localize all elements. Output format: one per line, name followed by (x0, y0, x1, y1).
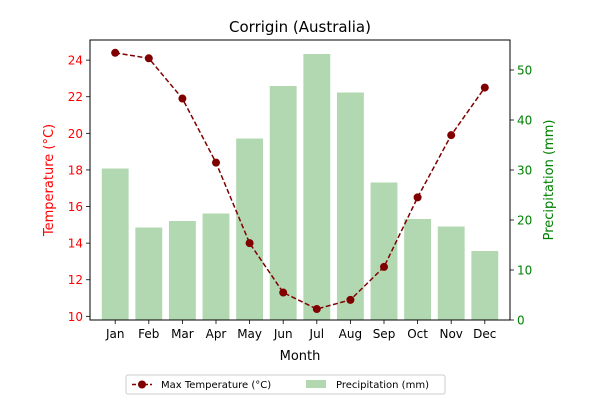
temperature-point-feb (144, 54, 153, 63)
y-right-tick-label-10: 10 (517, 264, 532, 278)
x-axis: Jan Feb Mar Apr May Jun Jul Aug Sep Oct Nov Dec (105, 320, 496, 341)
legend-frame (125, 374, 446, 395)
precipitation-bar-dec (471, 251, 499, 320)
x-tick-label-dec: Dec (473, 327, 496, 341)
y-right-tick-label-50: 50 (517, 64, 532, 78)
precipitation-bar-oct (404, 219, 432, 320)
x-tick-label-apr: Apr (206, 327, 227, 341)
y-left-tick-label-14: 14 (68, 237, 83, 251)
x-tick-label-may: May (237, 327, 262, 341)
y-left-tick-label-16: 16 (68, 200, 83, 214)
temperature-point-jan (111, 48, 120, 57)
temperature-point-jun (279, 288, 288, 297)
temperature-series-line (115, 52, 486, 310)
temperature-point-oct (413, 193, 422, 202)
y-axis-label-right: Precipitation (mm) (542, 120, 557, 241)
temperature-point-apr (212, 158, 220, 167)
x-tick-label-jun: Jun (273, 327, 293, 341)
legend-label-precipitation: Precipitation (mm) (336, 380, 429, 391)
x-tick-label-sep: Sep (373, 327, 396, 341)
precipitation-bar-sep (370, 182, 398, 320)
plot-frame (89, 39, 511, 321)
legend: Max Temperature (°C) Precipitation (mm) (125, 374, 446, 395)
precipitation-bar-apr (202, 213, 230, 320)
legend-bar-swatch (306, 380, 326, 388)
temperature-point-jul (312, 305, 321, 314)
temperature-line (111, 48, 489, 314)
x-tick-label-jan: Jan (105, 327, 125, 341)
x-tick-label-mar: Mar (171, 327, 194, 341)
x-tick-label-nov: Nov (439, 327, 462, 341)
x-tick-label-aug: Aug (339, 327, 362, 341)
precipitation-bar-feb (135, 227, 163, 320)
temperature-point-nov (447, 131, 456, 140)
y-left-tick-label-20: 20 (68, 127, 83, 141)
temperature-point-dec (480, 83, 489, 92)
temperature-point-mar (178, 94, 187, 103)
y-axis-right: 0 10 20 30 40 50 (510, 64, 532, 328)
y-right-tick-label-30: 30 (517, 164, 532, 178)
precipitation-bar-aug (336, 92, 364, 320)
precipitation-bar-mar (168, 221, 196, 320)
x-tick-label-jul: Jul (309, 327, 324, 341)
y-right-tick-label-40: 40 (517, 114, 532, 128)
precipitation-bar-jan (101, 168, 129, 320)
y-axis-left: 10 12 14 16 18 20 22 24 (68, 54, 90, 324)
y-axis-label-left: Temperature (°C) (42, 124, 57, 237)
y-left-tick-label-18: 18 (68, 163, 83, 177)
x-tick-label-oct: Oct (407, 327, 428, 341)
precipitation-bar-may (236, 138, 264, 320)
y-left-tick-label-12: 12 (68, 273, 83, 287)
x-tick-label-feb: Feb (138, 327, 159, 341)
chart-title: Corrigin (Australia) (229, 18, 371, 36)
legend-line-marker (138, 380, 146, 389)
precipitation-bar-jul (303, 54, 331, 320)
temperature-point-aug (346, 295, 355, 304)
y-right-tick-label-20: 20 (517, 214, 532, 228)
y-left-tick-label-24: 24 (68, 54, 83, 68)
y-left-tick-label-10: 10 (68, 310, 83, 324)
temperature-point-sep (380, 262, 388, 271)
precipitation-bars (101, 54, 499, 320)
x-axis-label: Month (280, 349, 321, 364)
legend-label-temperature: Max Temperature (°C) (161, 380, 271, 391)
y-left-tick-label-22: 22 (68, 90, 83, 104)
y-right-tick-label-0: 0 (517, 314, 525, 328)
precipitation-bar-nov (437, 226, 465, 320)
precipitation-bar-jun (269, 86, 297, 320)
temperature-point-may (245, 239, 254, 248)
